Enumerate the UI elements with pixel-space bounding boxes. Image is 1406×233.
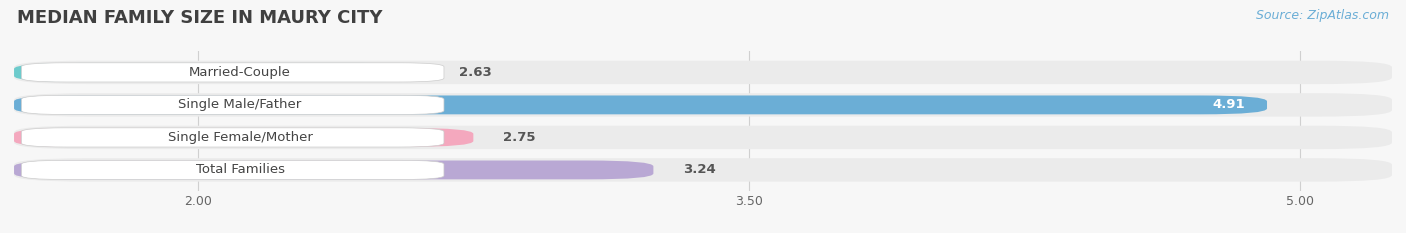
FancyBboxPatch shape	[14, 126, 1392, 149]
FancyBboxPatch shape	[14, 93, 1392, 116]
FancyBboxPatch shape	[14, 158, 1392, 182]
FancyBboxPatch shape	[14, 96, 1267, 114]
FancyBboxPatch shape	[14, 61, 1392, 84]
Text: 2.75: 2.75	[503, 131, 536, 144]
FancyBboxPatch shape	[21, 95, 444, 114]
FancyBboxPatch shape	[14, 161, 654, 179]
FancyBboxPatch shape	[14, 63, 429, 82]
Text: Source: ZipAtlas.com: Source: ZipAtlas.com	[1256, 9, 1389, 22]
Text: Single Female/Mother: Single Female/Mother	[167, 131, 312, 144]
FancyBboxPatch shape	[21, 63, 444, 82]
Text: 3.24: 3.24	[683, 163, 716, 176]
Text: MEDIAN FAMILY SIZE IN MAURY CITY: MEDIAN FAMILY SIZE IN MAURY CITY	[17, 9, 382, 27]
FancyBboxPatch shape	[14, 128, 474, 147]
Text: 4.91: 4.91	[1212, 98, 1244, 111]
Text: 2.63: 2.63	[458, 66, 492, 79]
Text: Single Male/Father: Single Male/Father	[179, 98, 302, 111]
FancyBboxPatch shape	[21, 160, 444, 179]
Text: Total Families: Total Families	[195, 163, 284, 176]
Text: Married-Couple: Married-Couple	[188, 66, 291, 79]
FancyBboxPatch shape	[21, 128, 444, 147]
